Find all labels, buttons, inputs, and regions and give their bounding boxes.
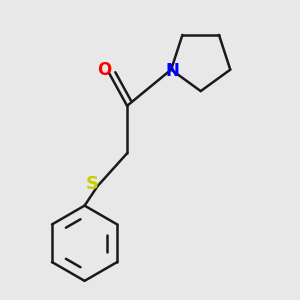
Text: N: N: [166, 62, 180, 80]
Text: S: S: [86, 176, 99, 194]
Text: O: O: [97, 61, 111, 79]
